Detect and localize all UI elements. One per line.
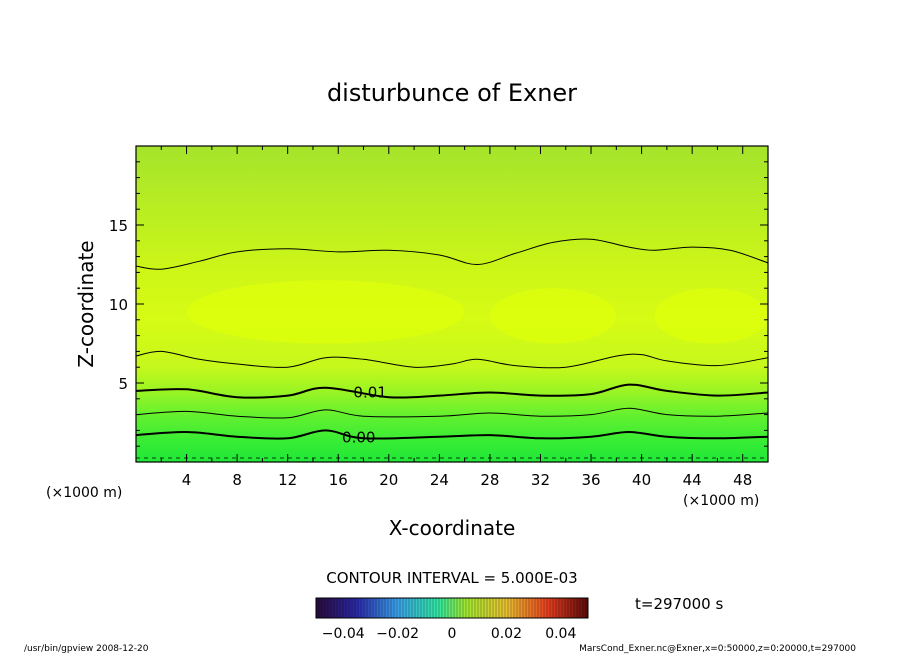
colorbar-tick-label: 0.02 <box>491 626 522 642</box>
plot-area <box>136 146 768 462</box>
contour-line-3 <box>136 383 768 399</box>
contour-label-0.00: 0.00 <box>342 429 375 447</box>
colorbar-frame <box>315 597 589 619</box>
contour-label-0.01: 0.01 <box>353 383 386 401</box>
maximum-region-2 <box>489 288 617 344</box>
contour-line-2 <box>136 407 768 419</box>
x-tick-label: 24 <box>430 471 449 489</box>
time-text: t=297000 s <box>635 595 723 613</box>
contour-line-5 <box>136 238 768 270</box>
x-tick-label: 12 <box>278 471 297 489</box>
y-tick-label: 5 <box>118 375 128 393</box>
contour-line-4 <box>136 350 768 369</box>
y-tick-label: 10 <box>109 296 128 314</box>
colorbar-tick-label: 0 <box>448 626 457 642</box>
x-tick-label: 20 <box>379 471 398 489</box>
x-tick-label: 8 <box>232 471 242 489</box>
y-axis-label: Z-coordinate <box>74 240 98 367</box>
x-tick-label: 4 <box>182 471 192 489</box>
maximum-region-3 <box>654 288 768 344</box>
x-axis-label: X-coordinate <box>389 516 516 540</box>
x-tick-label: 32 <box>531 471 550 489</box>
x-unit-left: (×1000 m) <box>46 485 122 501</box>
x-tick-label: 48 <box>733 471 752 489</box>
x-tick-label: 40 <box>632 471 651 489</box>
x-tick-label: 44 <box>683 471 702 489</box>
colorbar <box>315 597 589 619</box>
x-tick-label: 16 <box>329 471 348 489</box>
colorbar-gradient <box>316 598 588 618</box>
x-tick-label: 28 <box>480 471 499 489</box>
colorbar-tick-label: −0.02 <box>376 626 419 642</box>
maximum-region-1 <box>186 280 465 344</box>
chart-title: disturbunce of Exner <box>327 79 577 107</box>
colorbar-tick-label: 0.04 <box>545 626 576 642</box>
x-tick-label: 36 <box>581 471 600 489</box>
y-tick-label: 15 <box>109 217 128 235</box>
colorbar-tick-label: −0.04 <box>322 626 365 642</box>
footer-right: MarsCond_Exner.nc@Exner,x=0:50000,z=0:20… <box>579 644 856 654</box>
contour-line-1 <box>136 429 768 440</box>
footer-left: /usr/bin/gpview 2008-12-20 <box>24 644 149 654</box>
contour-interval-text: CONTOUR INTERVAL = 5.000E-03 <box>326 569 577 587</box>
x-unit-right: (×1000 m) <box>683 493 759 509</box>
